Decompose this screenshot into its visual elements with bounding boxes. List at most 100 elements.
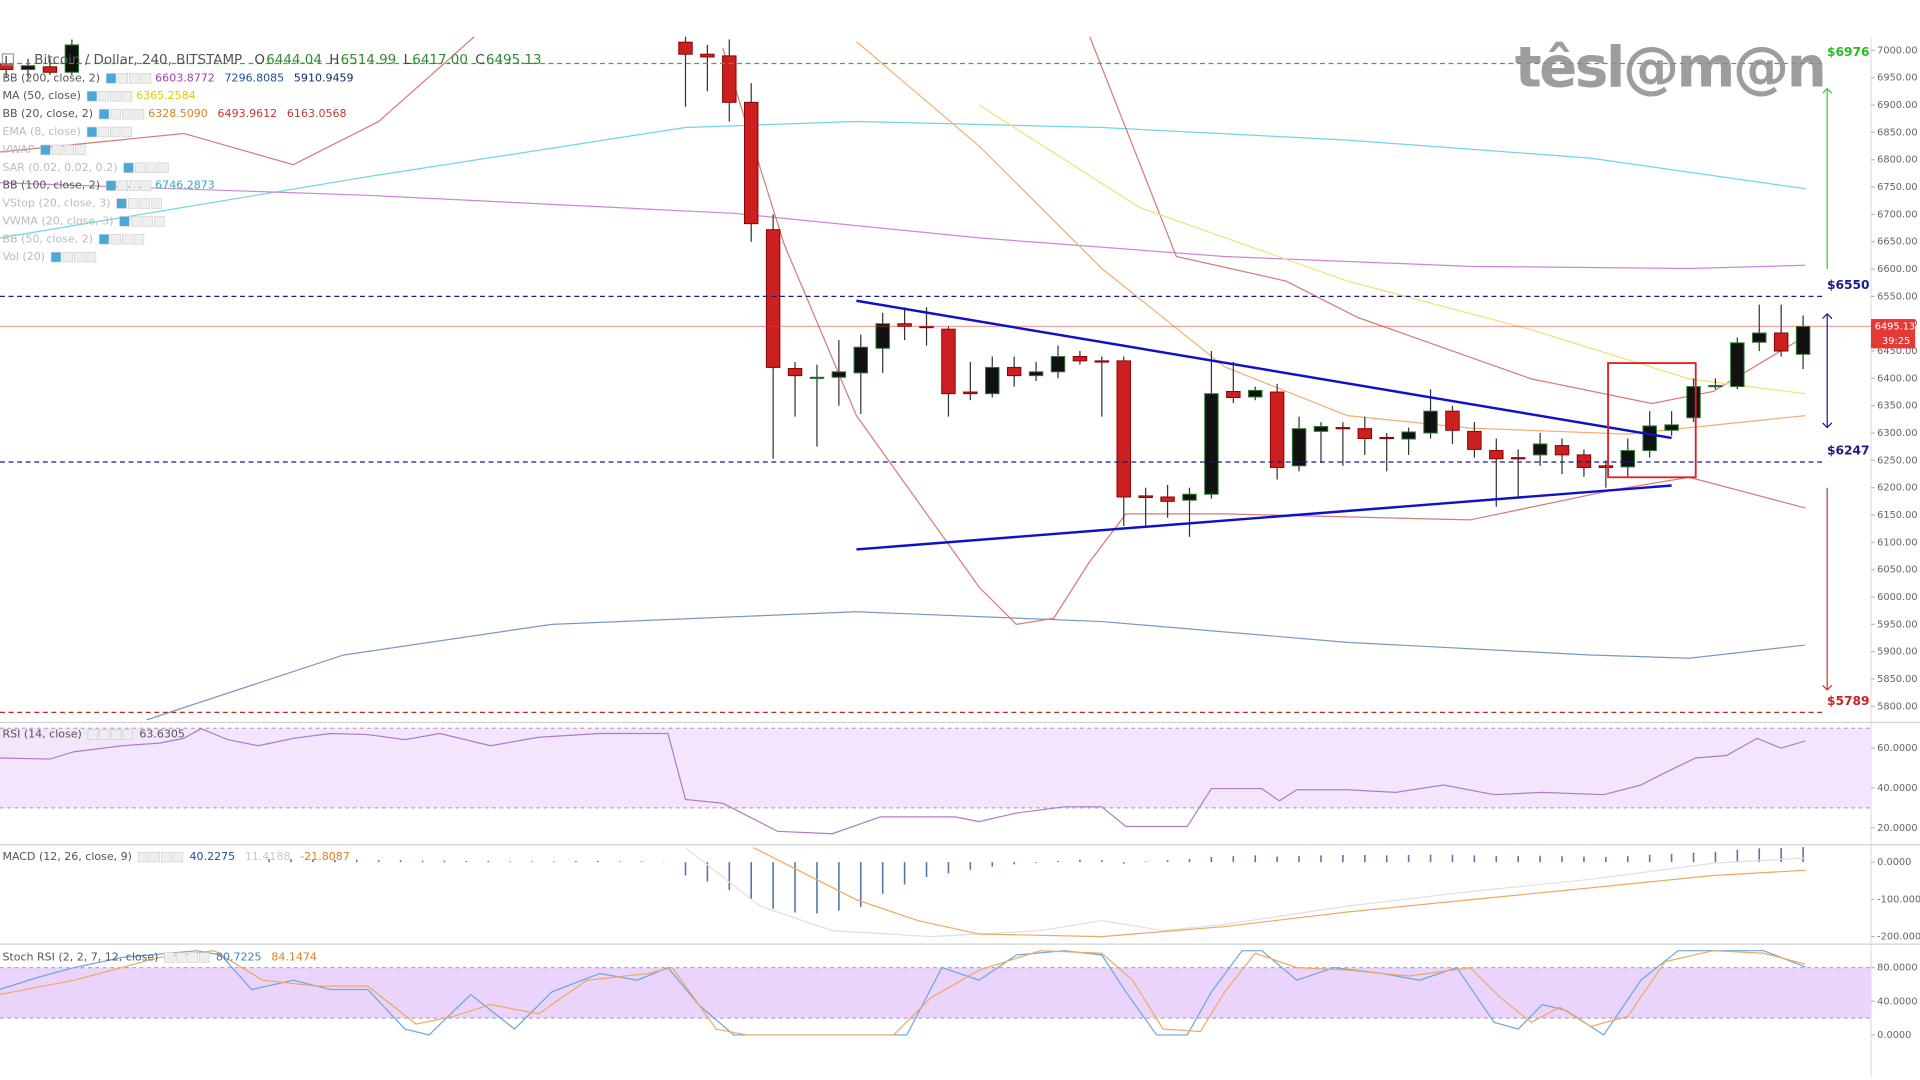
legend-control (142, 216, 153, 227)
highlight-box (1607, 362, 1697, 479)
candle-body (1532, 443, 1548, 456)
y-tick-label: 6950.00 (1877, 73, 1917, 84)
legend-control (99, 729, 110, 740)
band (0, 728, 1872, 808)
candle-body (1379, 436, 1394, 440)
y-tick-label: 6200.00 (1877, 483, 1917, 494)
indicator-line (0, 728, 1806, 835)
candle-body (963, 391, 978, 395)
legend-value: 6603.8772 (155, 71, 215, 84)
y-tick-label: 5950.00 (1877, 619, 1917, 630)
pane-clip (268, 847, 1806, 938)
legend-control (140, 180, 152, 191)
candle-body (42, 66, 58, 73)
legend-control (149, 851, 160, 863)
legend-control (98, 234, 110, 245)
candle-body (1291, 428, 1307, 467)
legend-control (164, 952, 175, 963)
y-tick-label: 6000.00 (1877, 592, 1917, 603)
candle-body (1313, 425, 1329, 432)
candle-body (897, 323, 912, 327)
legend-name: BB (50, close, 2) (2, 232, 93, 245)
legend-name: VWMA (20, close, 3) (2, 214, 113, 227)
last-price-badge (1871, 319, 1916, 349)
y-tick-label: 6850.00 (1877, 127, 1917, 138)
pane-label: MACD (12, 26, close, 9) (2, 850, 132, 863)
legend-control (117, 73, 128, 84)
y-tick-label: 6700.00 (1877, 209, 1917, 220)
candle-body (1160, 496, 1175, 502)
legend-value: 7296.8085 (225, 71, 285, 84)
legend-name: VWAP (2, 143, 34, 156)
ohlc-key: O (254, 53, 265, 68)
pane-value: 80.7225 (216, 951, 262, 964)
legend-name: Vol (20) (2, 250, 45, 263)
level-label: $6247 (1827, 443, 1870, 457)
price-axis: 5800.00 5850.00 5900.00 5950.00 6000.00 6050.… (1871, 45, 1920, 1041)
candle-body (722, 55, 737, 103)
legend-value: 6746.2873 (155, 179, 215, 192)
macd-pane: MACD (12, 26, close, 9) 40.2275 11.4188 -21… (2, 847, 1806, 938)
legend-control (74, 251, 85, 263)
legend-control (199, 952, 210, 963)
legend-control (75, 144, 86, 156)
annotations: $6976 $6550 $6247 $5789 têsl@m@n (0, 36, 1872, 713)
legend-control (105, 73, 117, 84)
legend-name: BB (100, close, 2) (2, 179, 100, 192)
ohlc-value: 6417.00 (412, 53, 468, 68)
candle-body (700, 53, 715, 58)
candle-body (765, 229, 781, 368)
legend-control (98, 126, 109, 138)
legend-control (161, 851, 172, 863)
candle-body (985, 366, 1000, 395)
legend-name: BB (200, close, 2) (2, 71, 100, 84)
y-tick-label: 60.0000 (1877, 743, 1917, 754)
candle-body (1335, 427, 1351, 430)
pane-value: 84.1474 (271, 951, 317, 964)
candle-body (831, 371, 847, 378)
y-tick-label: 6550.00 (1877, 291, 1917, 302)
candle-body (1576, 454, 1592, 468)
legend-control (154, 216, 165, 227)
legend-control (98, 91, 109, 102)
legend-name: EMA (8, close) (2, 125, 80, 138)
legend-control (110, 108, 121, 120)
candle-body (1795, 325, 1811, 355)
y-tick-label: 6450.00 (1877, 346, 1917, 357)
legend-control (158, 162, 169, 173)
legend-control (137, 851, 149, 863)
candle-body (64, 44, 80, 73)
legend-control (130, 216, 142, 227)
band (0, 967, 1872, 1019)
candle-body (1620, 450, 1635, 468)
symbol-title: Bitcoin / Dollar, 240, BITSTAMP (34, 53, 242, 68)
candle-body (1226, 390, 1241, 398)
y-tick-label: 6250.00 (1877, 455, 1917, 466)
legend-control (129, 180, 140, 191)
legend-control (122, 729, 133, 740)
legend-control (110, 729, 122, 740)
candle-body (919, 325, 934, 329)
ohlc-value: 6495.13 (486, 53, 542, 68)
legend-control (86, 126, 98, 138)
ohlc-key: C (475, 53, 484, 68)
y-tick-label: 6900.00 (1877, 100, 1917, 111)
y-tick-label: 6400.00 (1877, 373, 1917, 384)
legend-value: 6328.5090 (148, 107, 208, 120)
legend-control (51, 144, 63, 156)
stoch-pane: Stoch RSI (2, 2, 7, 12, close) 80.7225 84.… (0, 950, 1872, 1036)
legend-control (129, 73, 140, 84)
legend-control (40, 144, 51, 156)
ohlc-key: H (329, 53, 339, 68)
candle-body (1510, 457, 1526, 460)
pane-value: 40.2275 (190, 850, 236, 863)
legend-name: MA (50, close) (2, 89, 81, 102)
y-tick-label: 40.0000 (1877, 996, 1917, 1007)
y-tick-label: 6050.00 (1877, 565, 1917, 576)
y-tick-label: 6750.00 (1877, 182, 1917, 193)
candle-body (941, 328, 956, 395)
candle-body (1664, 424, 1679, 431)
y-tick-label: 6150.00 (1877, 510, 1917, 521)
watermark: têsl@m@n (1515, 36, 1825, 101)
